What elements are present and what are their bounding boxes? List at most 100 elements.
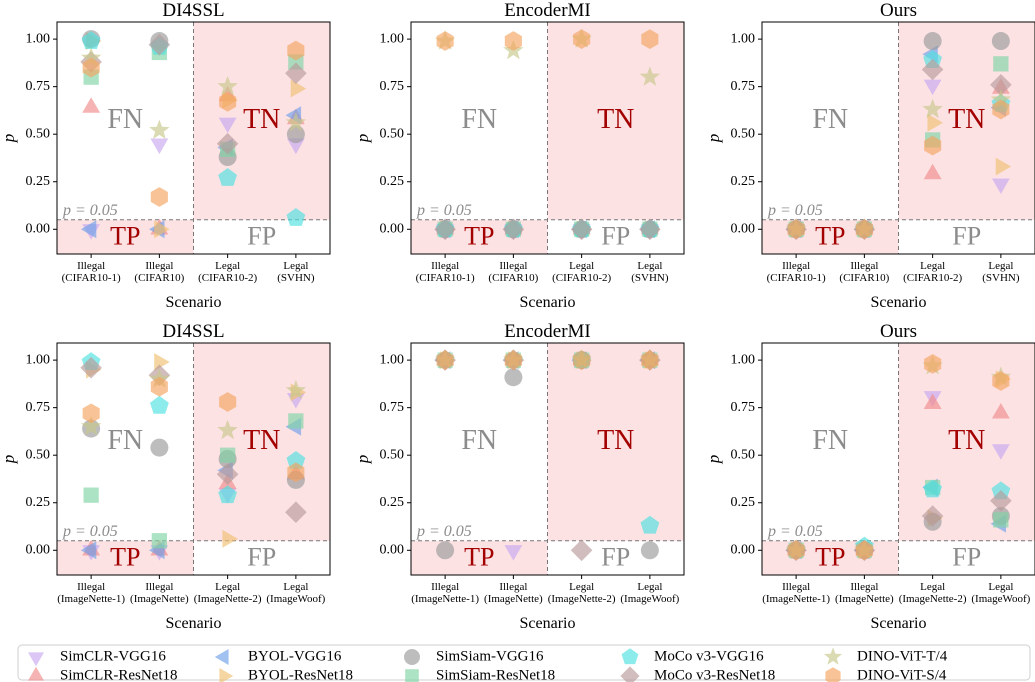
x-tick-label-line: (CIFAR10-1) <box>62 272 121 284</box>
x-tick-label-line: (ImageNette-1) <box>57 593 125 605</box>
marker-dino-vit-t-4-3 <box>922 98 943 119</box>
marker-simclr-vgg16-3 <box>218 117 237 134</box>
tp-region <box>762 219 899 254</box>
marker-dino-vit-s-4-4 <box>992 371 1010 391</box>
plot-frame <box>761 342 1035 576</box>
marker-moco-v3-vgg16-3 <box>923 479 942 498</box>
tp-region <box>57 540 194 575</box>
x-tick-label: Legal (CIFAR10-2) <box>903 260 962 284</box>
legend-marker-8 <box>405 669 419 682</box>
marker-simsiam-vgg16-4 <box>640 541 659 560</box>
marker-moco-v3-resnet18-3 <box>570 539 593 562</box>
x-tick-label: Illegal (ImageNette-1) <box>762 581 830 605</box>
marker-simsiam-resnet18-1 <box>83 487 99 503</box>
marker-dino-vit-s-4-2 <box>855 540 873 561</box>
legend: SimCLR-VGG16 BYOL-VGG16 SimSiam-VGG16 MoCo … <box>17 644 1031 682</box>
threshold-label: p = 0.05 <box>62 202 118 219</box>
y-tick-label: 1.00 <box>380 352 405 367</box>
x-tick-label-line: (CIFAR10-2) <box>552 272 611 284</box>
x-tick-label-line: Legal <box>215 260 240 272</box>
fp-label: FP <box>601 222 630 251</box>
x-tick-label-line: Illegal <box>77 581 105 593</box>
x-tick-label-line: (ImageNette-1) <box>411 593 479 605</box>
x-tick-label-line: Illegal <box>499 581 527 593</box>
tn-label: TN <box>597 425 634 456</box>
panel-5: FN TN TP FP p = 0.05 0.00 0.25 0.50 0.75 1.00 Ille… <box>353 321 685 632</box>
x-tick-label-line: (ImageNette-2) <box>899 593 967 605</box>
tp-region <box>762 540 899 575</box>
marker-dino-vit-t-4-4 <box>990 89 1012 109</box>
marker-simsiam-resnet18-4 <box>993 56 1009 72</box>
marker-simclr-resnet18-3 <box>923 163 942 180</box>
x-tick-label-line: Legal <box>920 581 945 593</box>
marker-moco-v3-resnet18-3 <box>216 132 239 155</box>
marker-byol-vgg16-1 <box>80 541 97 560</box>
marker-dino-vit-s-4-1 <box>436 350 454 370</box>
y-tick-label: 0.25 <box>26 174 51 189</box>
legend-label-6: SimCLR-ResNet18 <box>60 667 178 682</box>
threshold-label: p = 0.05 <box>767 202 823 219</box>
panel-title: DI4SSL <box>162 0 224 21</box>
marker-moco-v3-resnet18-4 <box>639 218 661 241</box>
threshold-label: p = 0.05 <box>62 523 118 540</box>
x-tick-label-line: (ImageNette) <box>130 593 189 605</box>
marker-dino-vit-t-4-2 <box>149 119 170 140</box>
y-tick-label: 0.50 <box>26 126 51 141</box>
x-tick-label-line: (SVHN) <box>982 272 1020 284</box>
marker-moco-v3-vgg16-1 <box>81 31 101 49</box>
y-tick-label: 0.50 <box>380 126 405 141</box>
y-tick-label: 0.25 <box>380 174 405 189</box>
x-tick-label-line: (ImageNette) <box>835 593 894 605</box>
y-tick-label: 0.50 <box>731 447 756 462</box>
x-tick-label-line: Illegal <box>850 260 878 272</box>
x-tick-label: Legal (CIFAR10-2) <box>198 260 257 284</box>
x-tick-label-line: Illegal <box>145 260 173 272</box>
marker-dino-vit-s-4-4 <box>641 350 659 370</box>
x-tick-label: Legal (ImageWoof) <box>971 581 1030 605</box>
y-tick-label: 0.50 <box>380 447 405 462</box>
y-tick-label: 0.00 <box>731 221 756 236</box>
marker-dino-vit-s-4-2 <box>150 187 168 207</box>
marker-dino-vit-t-4-4 <box>285 379 307 400</box>
tn-region <box>193 22 330 220</box>
legend-marker-4 <box>621 648 639 665</box>
x-tick-label-line: (ImageWoof) <box>620 593 679 605</box>
x-tick-label-line: Illegal <box>782 581 810 593</box>
x-tick-label-line: (CIFAR10) <box>839 272 889 284</box>
y-tick-label: 0.75 <box>26 400 51 415</box>
legend-label-1: SimCLR-VGG16 <box>60 648 166 664</box>
x-tick-label-line: (CIFAR10-2) <box>903 272 962 284</box>
marker-moco-v3-resnet18-3 <box>570 218 593 241</box>
y-axis-label: p <box>353 134 372 144</box>
marker-simsiam-vgg16-2 <box>504 368 523 387</box>
x-tick-label-line: (ImageWoof) <box>266 593 325 605</box>
plot-frame <box>56 21 331 255</box>
y-tick-label: 0.75 <box>26 79 51 94</box>
marker-dino-vit-t-4-3 <box>217 419 238 440</box>
y-tick-label: 1.00 <box>26 31 51 46</box>
marker-simclr-vgg16-4 <box>991 444 1010 460</box>
panel-title: EncoderMI <box>504 321 591 342</box>
panel-1: FN TN TP FP p = 0.05 0.00 0.25 0.50 0.75 1.00 Ille… <box>0 0 331 311</box>
marker-dino-vit-s-4-3 <box>219 92 237 112</box>
marker-simsiam-resnet18-4 <box>993 512 1009 528</box>
marker-dino-vit-s-4-4 <box>992 99 1010 120</box>
marker-byol-resnet18-4 <box>995 157 1012 176</box>
x-tick-label: Legal (ImageNette-2) <box>899 581 967 605</box>
plot-frame <box>56 342 331 576</box>
x-tick-label: Legal (ImageNette-2) <box>548 581 616 605</box>
marker-dino-vit-t-4-1 <box>80 47 102 67</box>
x-tick-label: Illegal (CIFAR10-1) <box>62 260 121 284</box>
legend-label-5: DINO-ViT-T/4 <box>857 648 948 664</box>
marker-simsiam-vgg16-1 <box>436 541 455 560</box>
legend-marker-9 <box>620 666 640 682</box>
marker-byol-resnet18-3 <box>222 529 238 548</box>
panel-4: FN TN TP FP p = 0.05 0.00 0.25 0.50 0.75 1.00 Ille… <box>0 321 331 632</box>
legend-marker-3 <box>404 649 420 665</box>
y-axis-label: p <box>704 455 723 465</box>
x-axis-label: Scenario <box>871 615 927 632</box>
fn-label: FN <box>107 104 143 135</box>
legend-marker-7 <box>219 668 234 682</box>
x-tick-label: Legal (SVHN) <box>277 260 315 284</box>
marker-dino-vit-s-4-3 <box>219 392 237 412</box>
